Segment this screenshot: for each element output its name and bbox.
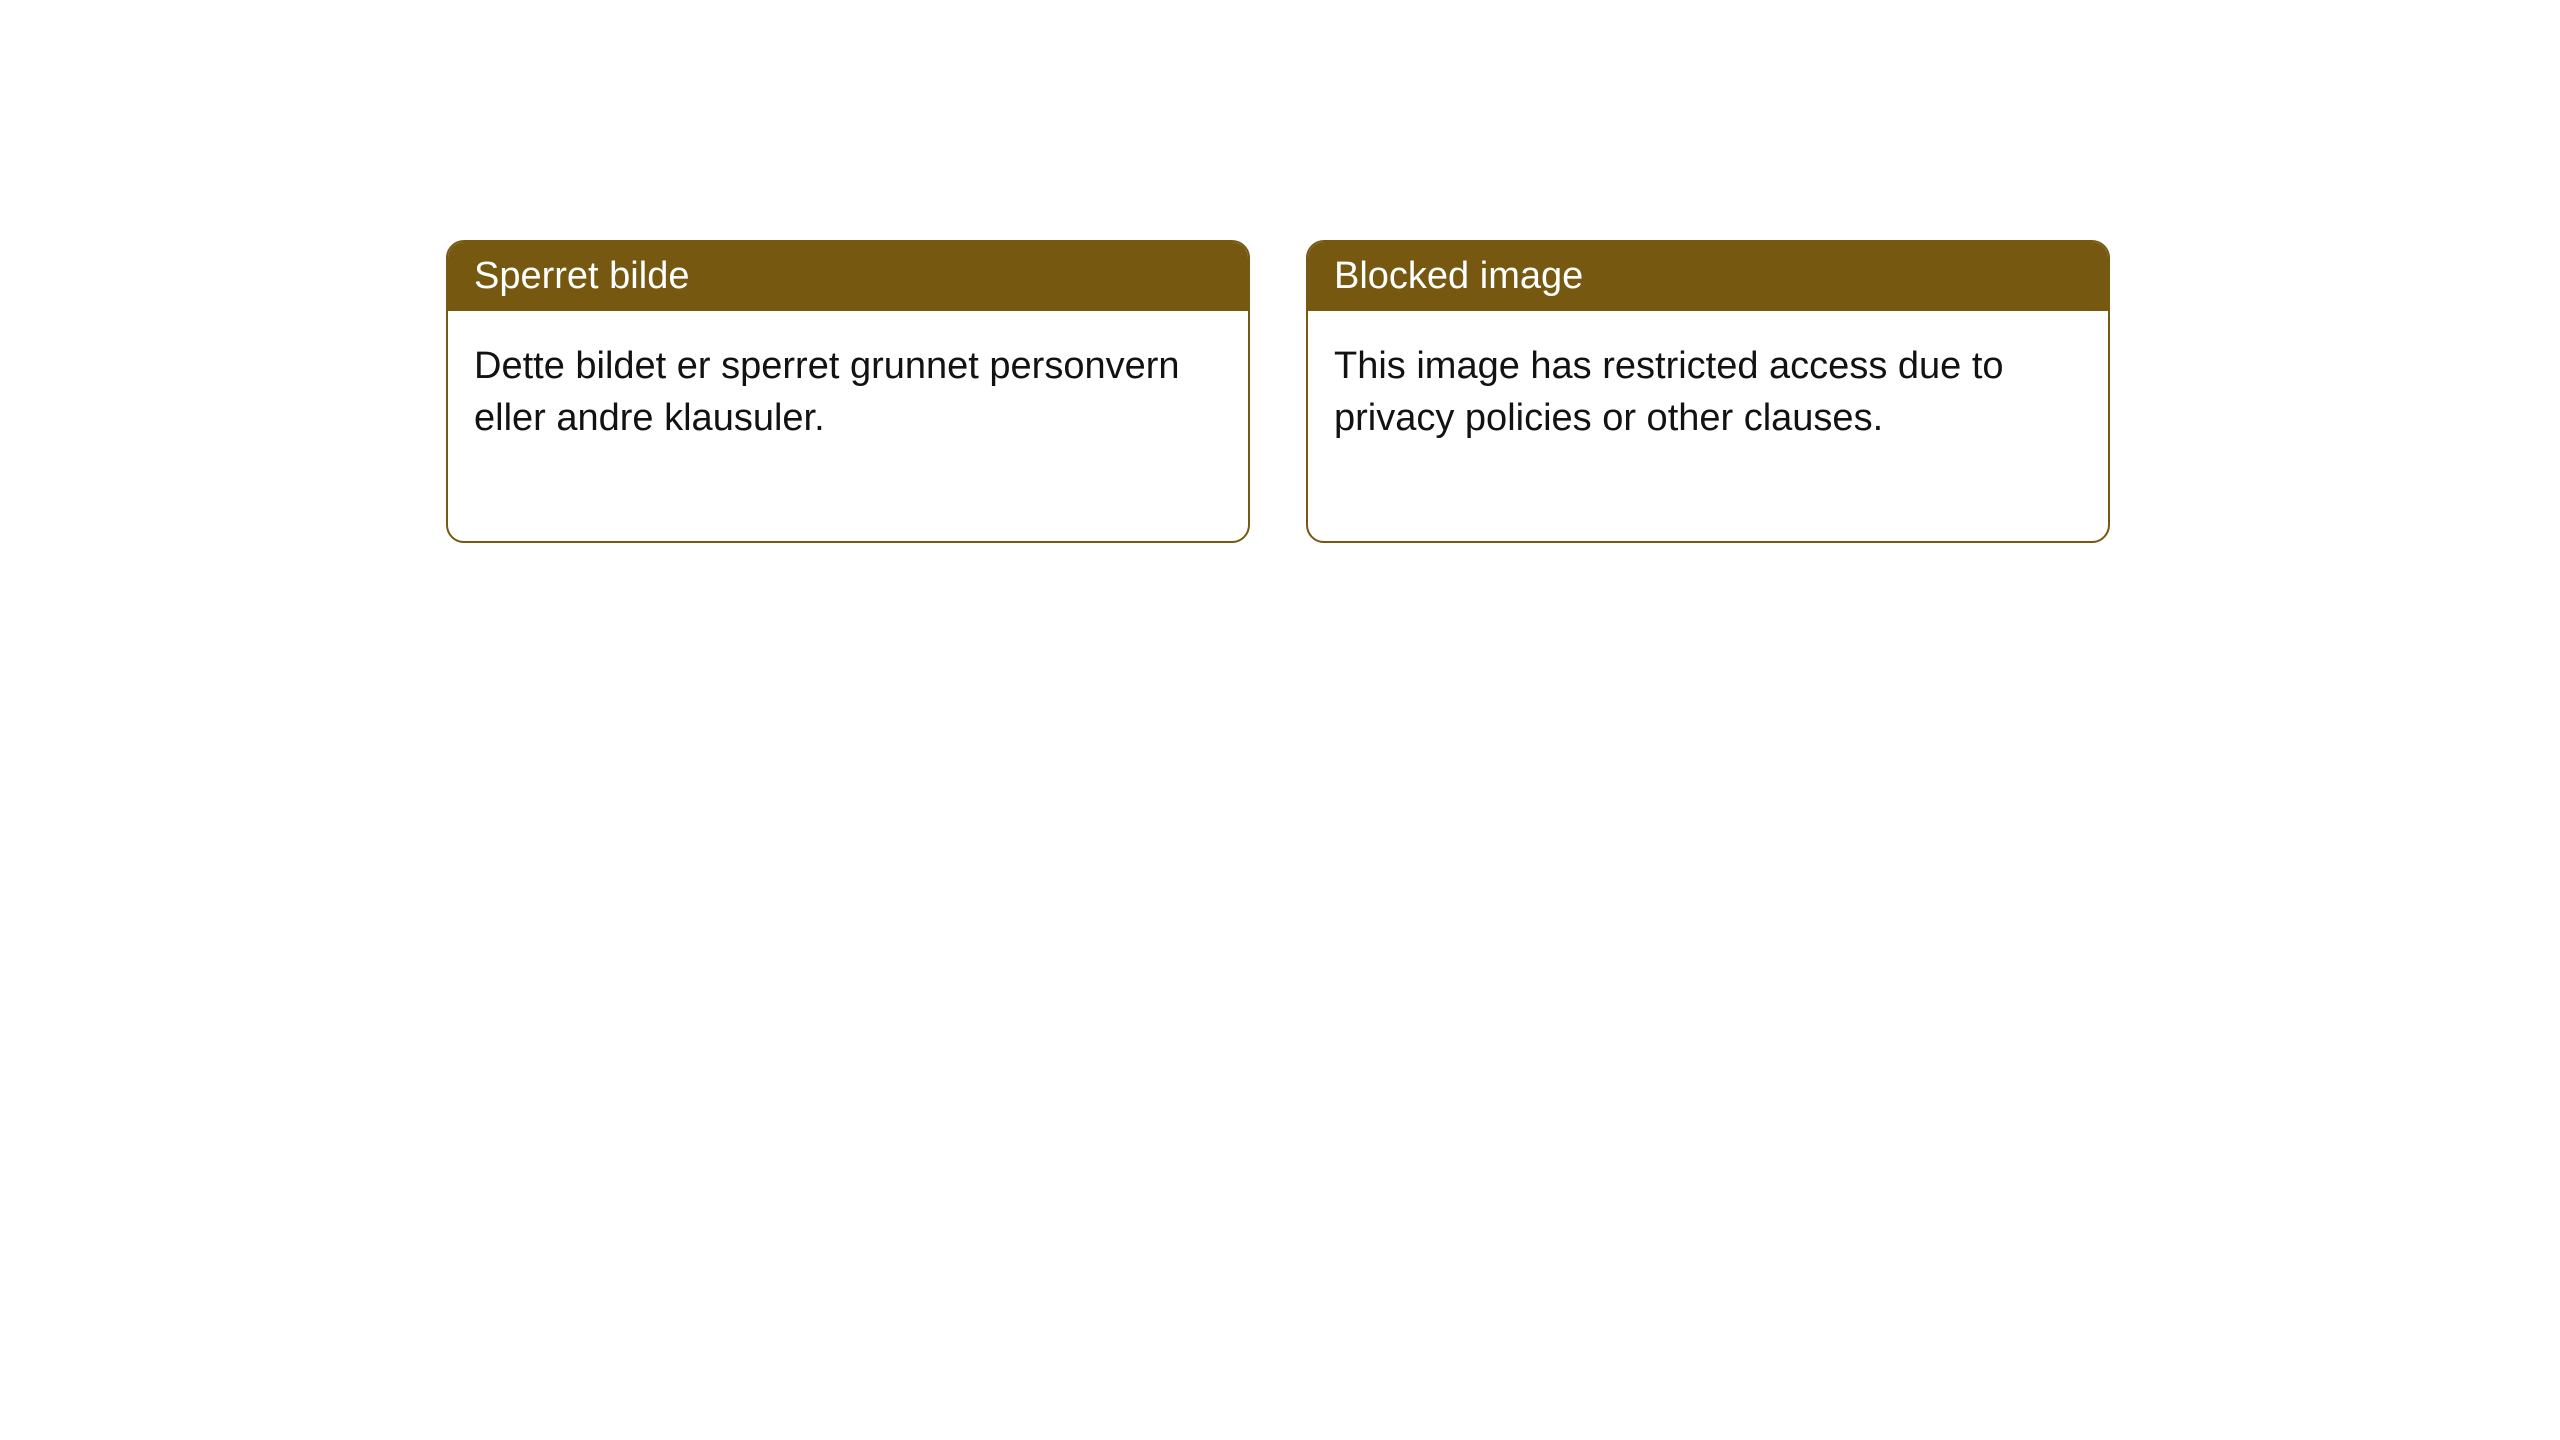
- notice-body: Dette bildet er sperret grunnet personve…: [448, 311, 1248, 541]
- notice-card-norwegian: Sperret bilde Dette bildet er sperret gr…: [446, 240, 1250, 543]
- notice-card-english: Blocked image This image has restricted …: [1306, 240, 2110, 543]
- notice-body: This image has restricted access due to …: [1308, 311, 2108, 541]
- notice-header: Sperret bilde: [448, 242, 1248, 311]
- notice-header: Blocked image: [1308, 242, 2108, 311]
- notice-container: Sperret bilde Dette bildet er sperret gr…: [0, 0, 2560, 543]
